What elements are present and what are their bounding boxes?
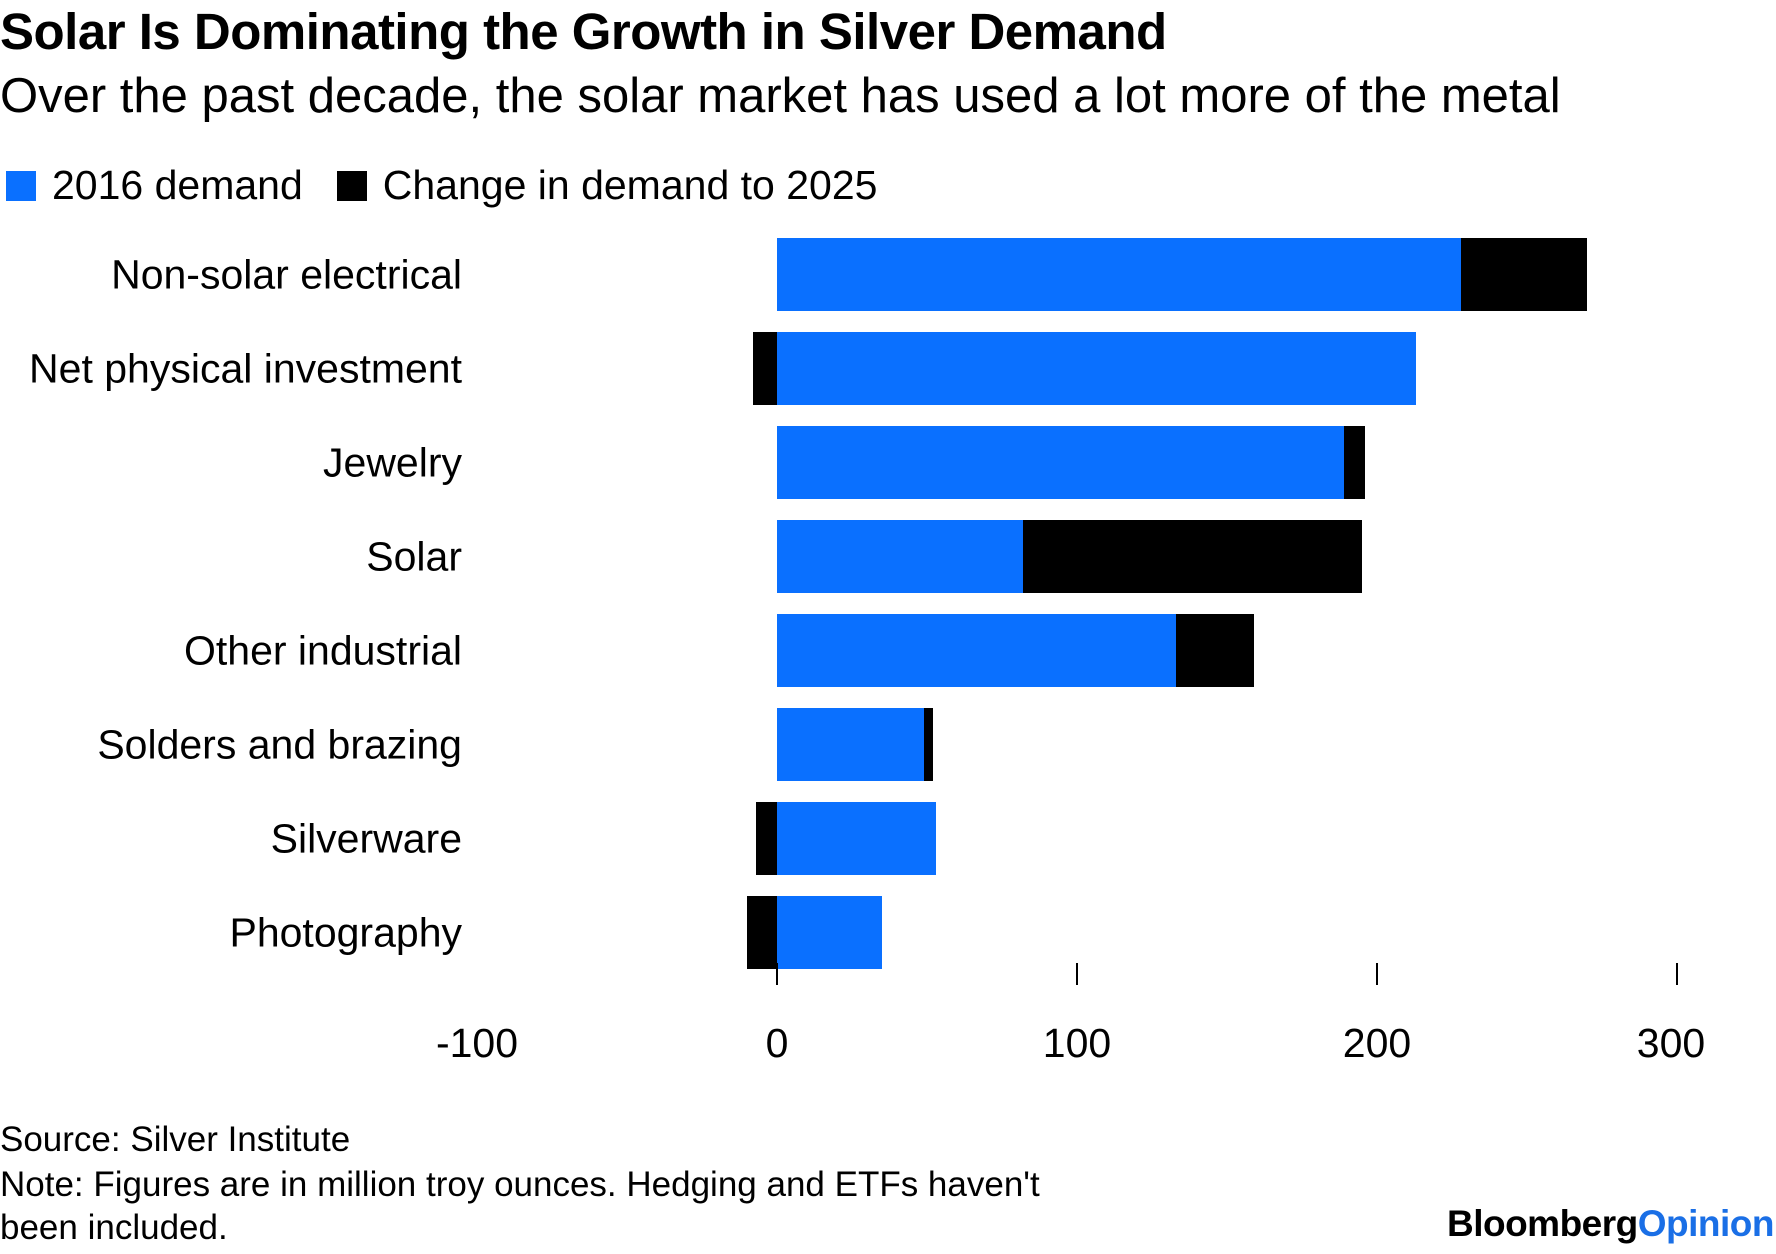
category-label-non-solar-electrical: Non-solar electrical	[111, 252, 462, 298]
category-label-jewelry: Jewelry	[323, 440, 462, 486]
bar-change-solar	[1023, 520, 1362, 593]
footnote-line-1: Note: Figures are in million troy ounces…	[0, 1165, 1040, 1204]
legend-item-2016: 2016 demand	[6, 162, 303, 209]
source-note: Source: Silver Institute	[0, 1120, 351, 1159]
bar-change-non-solar-electrical	[1461, 238, 1587, 311]
brand-name: Bloomberg	[1446, 1203, 1638, 1244]
bloomberg-opinion-logo: BloombergOpinion	[1446, 1203, 1775, 1245]
category-label-net-physical-investment: Net physical investment	[29, 346, 463, 392]
category-label-solar: Solar	[366, 534, 462, 580]
bar-change-other-industrial	[1176, 614, 1254, 687]
bar-2016-silverware	[777, 802, 936, 875]
bar-change-jewelry	[1344, 426, 1365, 499]
bar-2016-net-physical-investment	[777, 332, 1416, 405]
category-label-silverware: Silverware	[271, 816, 462, 862]
legend-swatch-blue	[6, 170, 36, 201]
category-label-other-industrial: Other industrial	[184, 628, 462, 674]
x-tick-label-300: 300	[1637, 1020, 1705, 1066]
bar-change-solders-and-brazing	[924, 708, 933, 781]
legend-label-change: Change in demand to 2025	[382, 162, 878, 208]
legend-label-2016: 2016 demand	[52, 162, 303, 208]
x-tick-label-0: 0	[766, 1020, 789, 1066]
category-label-solders-and-brazing: Solders and brazing	[97, 722, 462, 768]
chart-subtitle: Over the past decade, the solar market h…	[0, 69, 1561, 123]
chart-title: Solar Is Dominating the Growth in Silver…	[0, 3, 1167, 60]
x-tick-label-200: 200	[1343, 1020, 1411, 1066]
legend-swatch-black	[336, 170, 367, 201]
bar-change-photography	[747, 896, 777, 969]
bar-2016-jewelry	[777, 426, 1344, 499]
bar-change-net-physical-investment	[753, 332, 777, 405]
bar-2016-solar	[777, 520, 1023, 593]
bar-2016-non-solar-electrical	[777, 238, 1461, 311]
bar-change-silverware	[756, 802, 777, 875]
brand-section: Opinion	[1637, 1203, 1775, 1244]
legend: 2016 demand Change in demand to 2025	[6, 162, 911, 209]
bar-2016-solders-and-brazing	[777, 708, 924, 781]
x-tick-label-100: 100	[1043, 1020, 1111, 1066]
bar-2016-photography	[777, 896, 882, 969]
category-label-photography: Photography	[229, 910, 462, 956]
bar-2016-other-industrial	[777, 614, 1176, 687]
footnote-line-2: been included.	[0, 1208, 228, 1247]
legend-item-change: Change in demand to 2025	[336, 162, 878, 209]
x-tick-label--100: -100	[436, 1020, 518, 1066]
